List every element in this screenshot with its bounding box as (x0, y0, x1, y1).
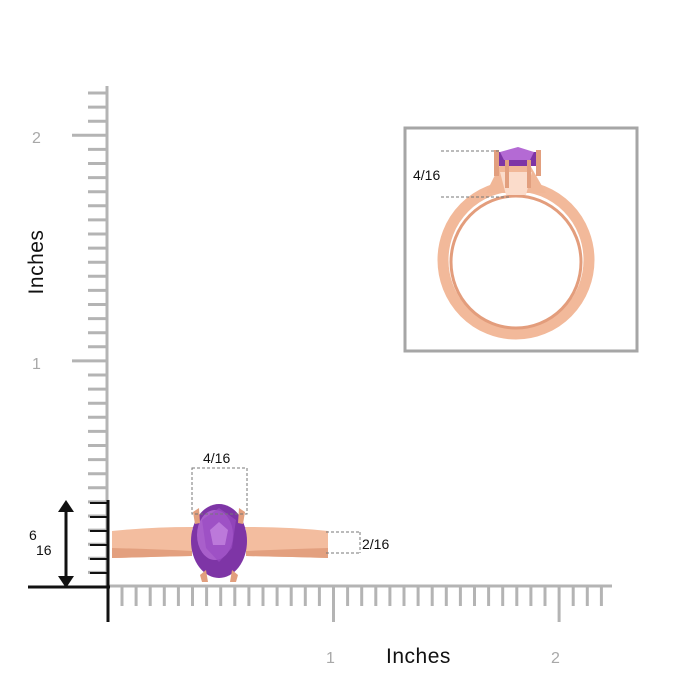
height-label-denominator: 16 (36, 542, 52, 558)
x-tick-label-2: 2 (551, 650, 560, 667)
y-axis-title: Inches (25, 229, 48, 295)
y-ruler-ticks (72, 91, 107, 574)
double-arrow-vertical-icon (58, 500, 74, 588)
y-tick-label-2: 2 (32, 130, 41, 147)
ring-side-view (112, 504, 328, 582)
band-width-label: 2/16 (362, 536, 390, 552)
inset-dimension-guides (441, 150, 510, 198)
inset-height-label: 4/16 (413, 167, 441, 183)
dimension-guides (191, 467, 361, 554)
height-label-numerator: 6 (29, 527, 37, 543)
ring-front-view (437, 147, 595, 340)
y-tick-label-1: 1 (32, 356, 41, 373)
x-tick-label-1: 1 (326, 650, 335, 667)
corner-ruler-ticks (90, 502, 108, 574)
gem-width-label: 4/16 (203, 450, 231, 466)
x-axis-title: Inches (386, 645, 451, 668)
x-ruler-ticks (120, 586, 603, 622)
